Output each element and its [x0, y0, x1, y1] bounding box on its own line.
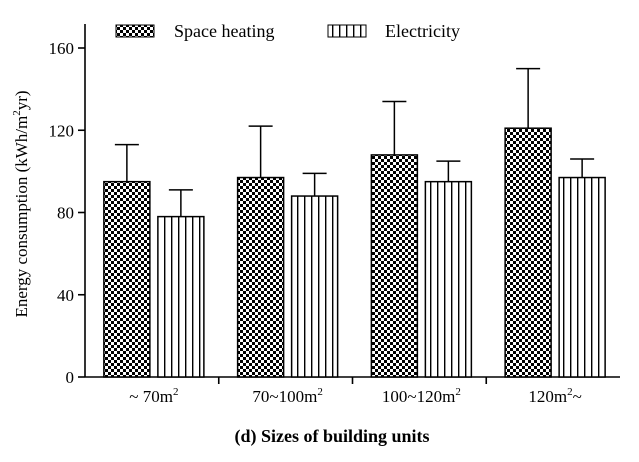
bar-space-heating [103, 180, 151, 378]
y-tick-label: 120 [49, 121, 75, 140]
bar-electricity [424, 180, 473, 378]
legend: Space heating Electricity [115, 21, 460, 41]
bars [103, 127, 606, 378]
y-tick-label: 160 [49, 39, 75, 58]
bar-electricity [157, 215, 205, 378]
legend-swatch-space-heating [115, 24, 155, 38]
bar-electricity [558, 176, 606, 378]
bar-space-heating [236, 176, 285, 378]
x-axis-title: (d) Sizes of building units [234, 426, 429, 447]
error-bars [114, 67, 595, 217]
x-tick-label: 70~100m2 [252, 386, 322, 406]
y-axis-title: Energy consumption (kWh/m2yr) [11, 90, 31, 317]
y-tick-label: 0 [66, 368, 75, 387]
x-tick-label: ~ 70m2 [129, 386, 178, 406]
legend-label-space-heating: Space heating [174, 21, 274, 41]
bar-electricity [290, 195, 339, 378]
x-tick-label: 100~120m2 [382, 386, 461, 406]
y-tick-label: 80 [57, 204, 74, 223]
x-axis: ~ 70m2 70~100m2 100~120m2 120m2~ [85, 376, 620, 406]
bar-space-heating [370, 154, 419, 378]
legend-label-electricity: Electricity [385, 21, 460, 41]
legend-swatch-electricity [327, 24, 367, 38]
y-axis: 0 40 80 120 160 [49, 24, 86, 387]
x-tick-label: 120m2~ [528, 386, 581, 406]
bar-space-heating [504, 127, 552, 378]
y-tick-label: 40 [57, 286, 74, 305]
